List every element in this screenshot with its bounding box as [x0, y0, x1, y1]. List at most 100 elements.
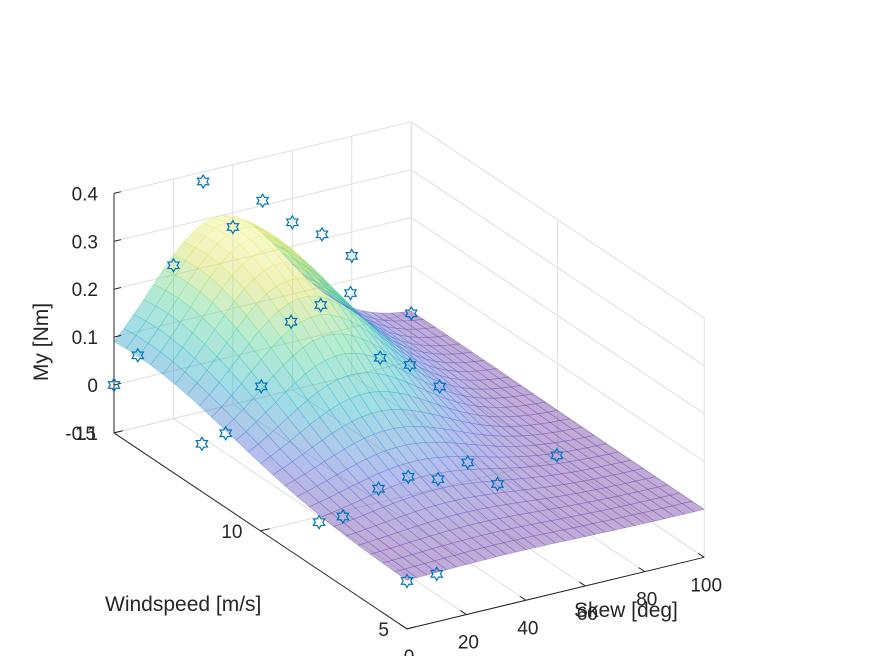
surface-patch — [542, 531, 567, 544]
x-tick-label: 0 — [404, 647, 415, 656]
surface-patch — [221, 275, 245, 302]
surface-patch — [426, 390, 450, 409]
surface-patch — [304, 365, 328, 393]
surface-patch — [490, 530, 515, 544]
surface-patch — [247, 443, 271, 464]
surface-patch — [282, 355, 306, 384]
surface-patch — [387, 532, 411, 546]
surface-patch — [404, 511, 429, 527]
surface-patch — [644, 476, 669, 488]
surface-patch — [514, 445, 538, 457]
surface-patch — [541, 432, 566, 444]
surface-patch — [327, 298, 352, 322]
surface-patch — [656, 484, 681, 496]
surface-patch — [353, 514, 377, 530]
surface-patch — [424, 358, 448, 371]
y-tick-label: 15 — [75, 424, 96, 445]
x-tick — [519, 595, 527, 601]
surface-patch — [334, 298, 357, 314]
grid-line-floor-wind — [260, 458, 558, 532]
surface-patch — [500, 528, 525, 541]
surface-patch — [317, 384, 341, 411]
surface-patch — [351, 334, 376, 358]
surface-patch — [437, 335, 461, 346]
data-point-marker — [166, 257, 181, 273]
surface-patch — [548, 463, 573, 475]
surface-patch — [513, 537, 537, 551]
surface-patch — [486, 505, 510, 519]
grid-line-side-moment — [410, 265, 705, 462]
grid-line-side-moment — [410, 217, 705, 415]
surface-patch — [336, 468, 360, 489]
surface-patch — [355, 311, 379, 335]
surface-patch — [382, 319, 407, 330]
surface-patch — [312, 336, 336, 361]
surface-patch — [236, 315, 260, 345]
surface-patch — [162, 361, 186, 385]
surface-patch — [346, 372, 370, 396]
surface-patch — [515, 500, 540, 514]
surface-patch — [372, 326, 396, 345]
surface-patch — [155, 289, 179, 314]
surface-patch — [275, 391, 299, 419]
surface-patch — [496, 456, 521, 469]
surface-patch — [380, 312, 405, 322]
surface-patch — [437, 456, 461, 472]
surface-patch — [295, 373, 319, 401]
surface-patch — [316, 277, 340, 298]
surface-patch — [333, 522, 357, 537]
surface-patch — [385, 337, 408, 356]
surface-patch — [254, 224, 278, 239]
surface-patch — [135, 320, 159, 344]
surface-patch — [279, 440, 303, 462]
surface-patch — [567, 503, 592, 516]
surface-patch — [195, 235, 219, 255]
data-point-marker — [195, 436, 209, 452]
surface-patch — [486, 456, 511, 469]
surface-patch — [459, 420, 484, 436]
x-tick-label: 40 — [517, 618, 538, 639]
surface-patch — [448, 527, 473, 541]
surface-patch — [602, 474, 627, 486]
surface-patch — [324, 454, 348, 476]
surface-patch — [133, 299, 157, 322]
surface-patch — [182, 230, 207, 248]
y-tick — [113, 430, 124, 434]
surface-patch — [369, 550, 394, 564]
surface-patch — [351, 307, 375, 319]
data-point-marker — [312, 514, 326, 530]
data-point-marker — [314, 297, 328, 313]
surface-patch — [338, 296, 362, 317]
surface-patch — [280, 248, 305, 268]
surface-patch — [407, 336, 432, 347]
surface-patch — [429, 371, 452, 386]
surface-patch — [334, 353, 358, 377]
surface-patch — [192, 317, 216, 345]
surface-patch — [353, 308, 376, 330]
surface-patch — [248, 330, 272, 360]
surface-patch — [637, 489, 661, 501]
surface-patch — [272, 242, 295, 260]
surface-patch — [372, 506, 397, 523]
surface-patch — [433, 360, 459, 372]
surface-patch — [208, 382, 232, 408]
grid-line-side-moment — [410, 121, 705, 319]
surface-patch — [535, 497, 560, 510]
surface-patch — [493, 491, 518, 505]
surface-patch — [572, 525, 596, 537]
surface-patch — [368, 321, 391, 337]
surface-patch — [397, 462, 422, 481]
surface-patch — [431, 545, 455, 559]
surface-patch — [318, 497, 342, 514]
surface-patch — [441, 353, 466, 364]
surface-patch — [267, 426, 291, 450]
surface-patch — [331, 297, 355, 312]
surface-patch — [634, 478, 659, 490]
surface-patch — [405, 381, 430, 403]
surface-patch — [524, 403, 549, 415]
surface-patch — [470, 388, 495, 399]
surface-patch — [320, 512, 345, 527]
surface-patch — [605, 485, 629, 497]
surface-patch — [536, 453, 561, 466]
surface-patch — [318, 275, 342, 298]
